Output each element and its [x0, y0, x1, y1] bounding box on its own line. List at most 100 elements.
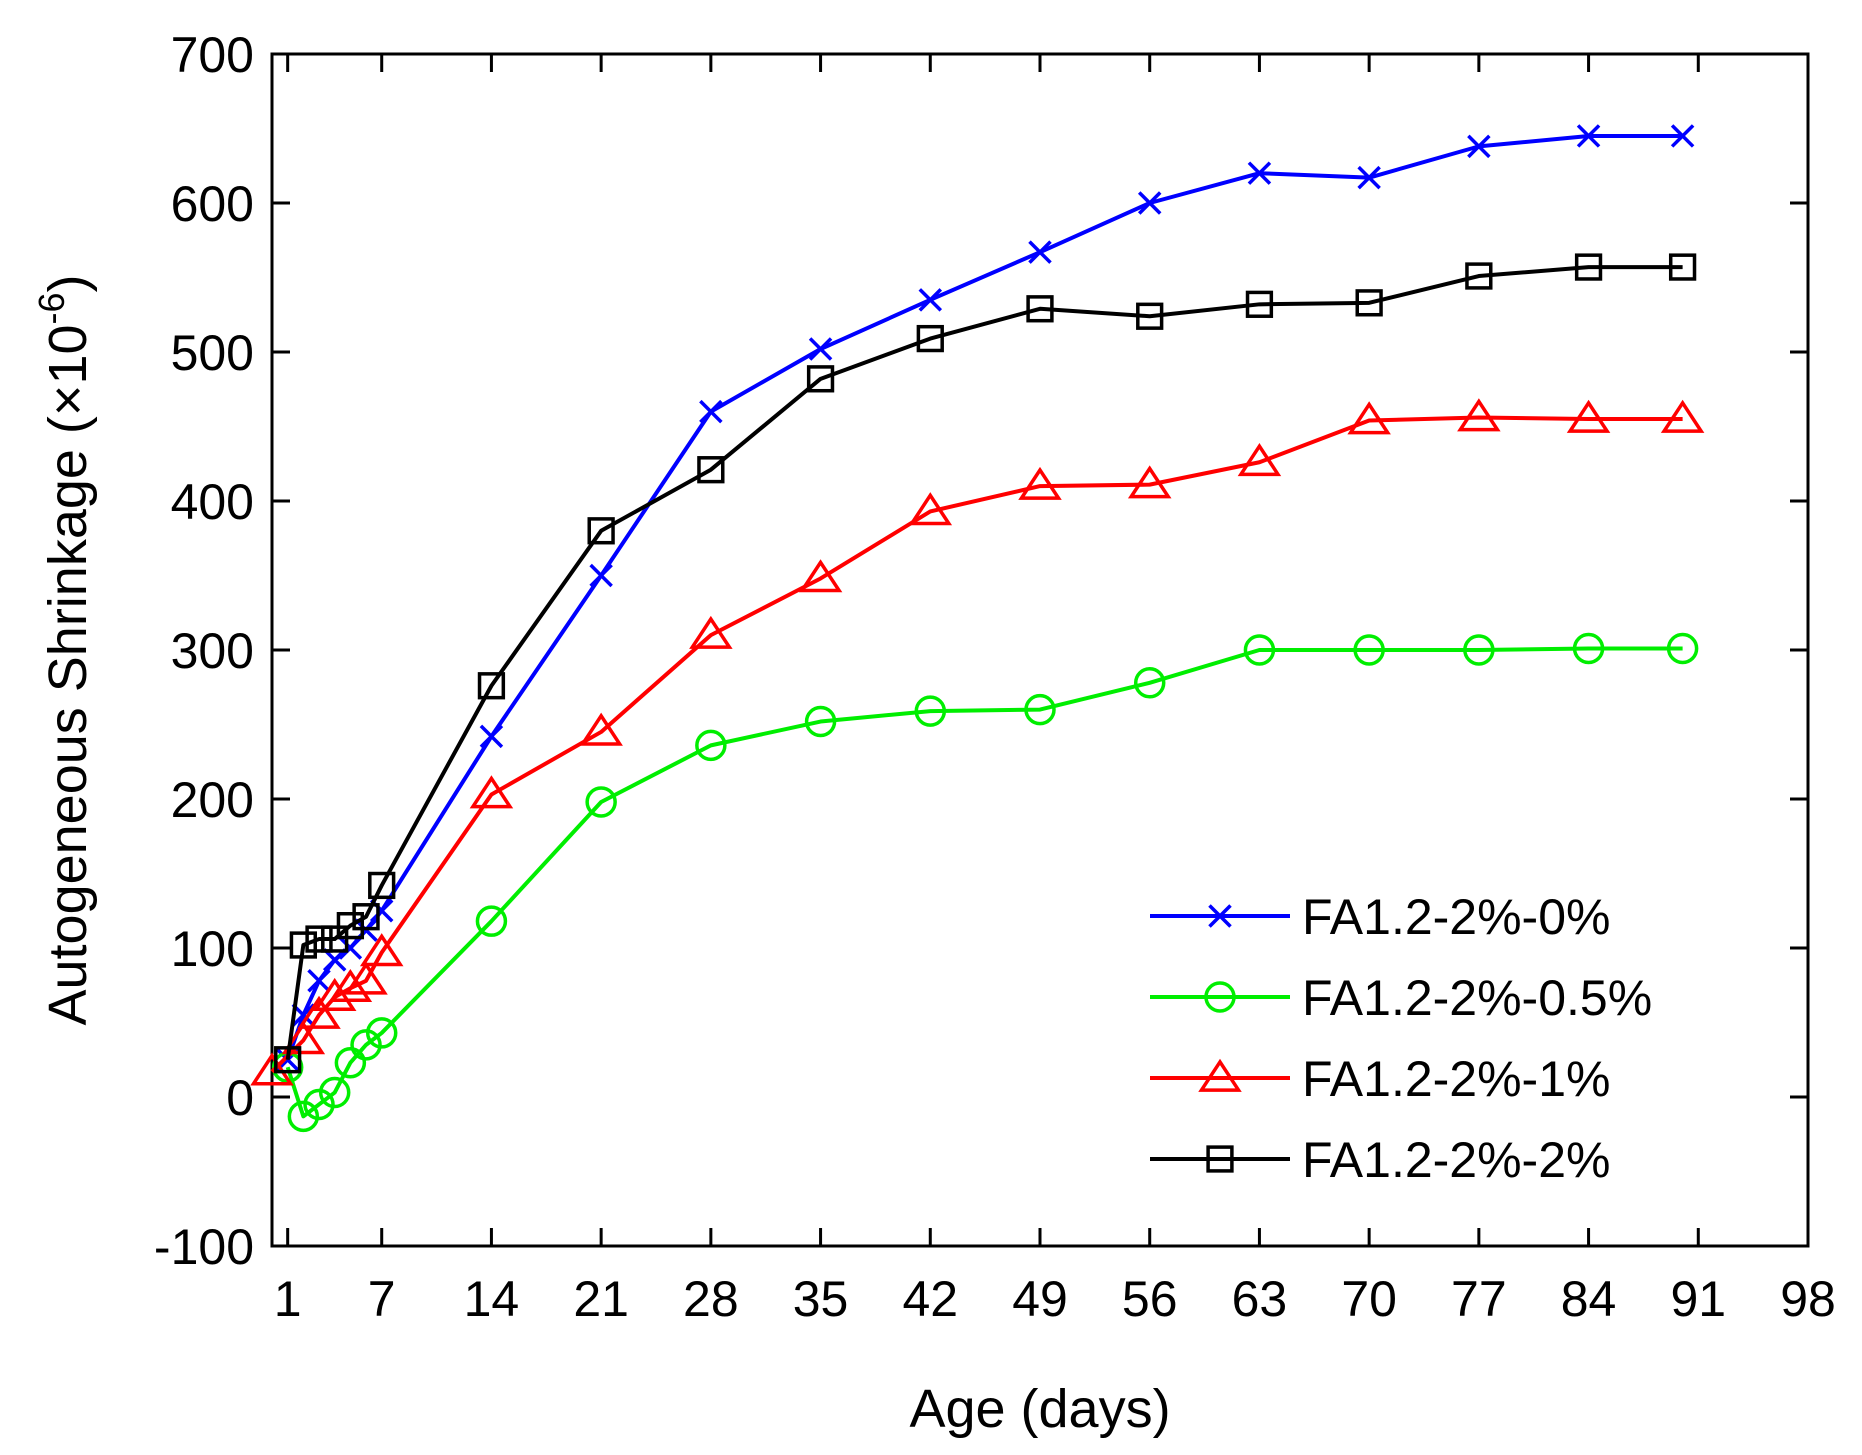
data-point-circle-marker: [1243, 634, 1276, 666]
series-3: [274, 253, 1697, 1074]
x-tick-label: 21: [573, 1271, 629, 1327]
series-line: [285, 646, 1683, 1119]
data-point-circle-marker: [1463, 634, 1495, 666]
data-point-square-marker: [305, 925, 333, 953]
data-point-triangle-marker: [1660, 399, 1705, 433]
data-point-x-marker: [1467, 134, 1491, 159]
data-point-circle-marker: [318, 1076, 351, 1109]
y-axis-title: Autogeneous Shrinkage (×10-6): [31, 274, 98, 1025]
x-tick-label: 1: [274, 1271, 302, 1327]
data-point-triangle-marker: [689, 615, 733, 649]
data-point-circle-marker: [365, 1017, 398, 1049]
data-point-circle-marker: [334, 1046, 367, 1079]
data-point-circle-marker: [1133, 667, 1166, 699]
data-point-square-marker: [1245, 290, 1274, 318]
data-point-square-marker: [368, 871, 396, 900]
data-point-x-marker: [808, 337, 833, 361]
data-point-square-marker: [1465, 262, 1493, 290]
data-point-triangle-marker: [250, 1052, 294, 1086]
data-point-x-marker: [1137, 191, 1162, 215]
x-marker-stroke: [369, 899, 394, 923]
data-point-circle-marker: [475, 905, 508, 937]
x-axis-title: Age (days): [909, 1379, 1170, 1439]
x-marker-stroke: [1670, 124, 1695, 148]
data-point-circle-marker: [914, 695, 947, 727]
data-point-x-marker: [1670, 124, 1695, 148]
x-tick-label: 35: [793, 1271, 849, 1327]
x-tick-label: 49: [1012, 1271, 1068, 1327]
data-point-circle-marker: [1024, 693, 1056, 726]
x-tick-label: 84: [1561, 1271, 1617, 1327]
y-tick-label: 500: [171, 325, 254, 381]
data-point-triangle-marker: [297, 995, 341, 1029]
x-marker-stroke: [1467, 134, 1491, 159]
data-point-circle-marker: [1572, 632, 1605, 665]
data-point-triangle-marker: [281, 1021, 326, 1055]
data-point-square-marker: [1026, 295, 1054, 323]
y-tick-label: 100: [171, 921, 254, 977]
data-point-square-marker: [806, 365, 835, 393]
series-0: [275, 124, 1695, 1072]
data-point-triangle-marker: [328, 968, 373, 1003]
y-tick-label: 300: [171, 623, 254, 679]
data-point-x-marker: [1576, 124, 1601, 148]
series-line: [285, 265, 1683, 1061]
data-point-x-marker: [1028, 240, 1052, 264]
x-tick-label: 98: [1780, 1271, 1836, 1327]
y-tick-label: 400: [171, 474, 254, 530]
data-point-triangle-marker: [1457, 398, 1501, 432]
legend-label: FA1.2-2%-2%: [1302, 1132, 1610, 1188]
data-point-square-marker: [352, 903, 380, 931]
x-tick-label: 42: [902, 1271, 958, 1327]
data-point-square-marker: [697, 456, 725, 484]
data-point-triangle-marker: [359, 933, 404, 967]
x-tick-labels: 1 7 14 21 28 35 42 49 56 63 70 77 84 91 98: [274, 1271, 1836, 1327]
data-point-x-marker: [1357, 165, 1381, 190]
data-point-triangle-marker: [1237, 442, 1282, 477]
x-tick-label: 91: [1670, 1271, 1726, 1327]
x-marker-stroke: [322, 948, 347, 972]
y-tick-label: -100: [154, 1219, 254, 1275]
data-point-square-marker: [587, 517, 615, 545]
x-tick-label: 63: [1232, 1271, 1288, 1327]
y-tick-label: 600: [171, 176, 254, 232]
data-point-triangle-marker: [469, 775, 514, 809]
legend-item: FA1.2-2%-2%: [1150, 1132, 1610, 1188]
y-axis-title-close: ): [38, 274, 98, 292]
series-1: [271, 632, 1699, 1133]
x-marker-stroke: [1137, 191, 1162, 215]
data-point-circle-marker: [287, 1100, 320, 1133]
data-point-square-marker: [1206, 1145, 1234, 1173]
data-point-x-marker: [589, 563, 613, 588]
x-tick-label: 28: [683, 1271, 739, 1327]
x-tick-label: 7: [368, 1271, 396, 1327]
x-tick-label: 14: [464, 1271, 520, 1327]
x-marker-stroke: [479, 724, 504, 749]
data-point-square-marker: [1355, 289, 1383, 317]
data-point-x-marker: [479, 724, 504, 749]
data-point-x-marker: [699, 399, 723, 424]
x-marker-stroke: [307, 969, 331, 993]
data-point-circle-marker: [695, 729, 727, 762]
data-point-circle-marker: [804, 705, 837, 738]
data-point-circle-marker: [585, 786, 617, 818]
legend-item: FA1.2-2%-1%: [1150, 1051, 1610, 1107]
legend-item: FA1.2-2%-0%: [1150, 889, 1610, 945]
x-tick-label: 56: [1122, 1271, 1178, 1327]
x-tick-label: 70: [1341, 1271, 1397, 1327]
data-point-square-marker: [274, 1046, 302, 1074]
data-point-square-marker: [1668, 253, 1697, 281]
legend: FA1.2-2%-0% FA1.2-2%-0.5% FA1.2-2%-1% FA1.2…: [1150, 889, 1652, 1188]
x-marker-stroke: [1357, 165, 1381, 190]
axis-ticks: [272, 52, 1810, 1248]
y-tick-label: 200: [171, 772, 254, 828]
data-point-triangle-marker: [798, 559, 843, 593]
data-point-x-marker: [918, 288, 943, 312]
data-point-circle-marker: [1204, 981, 1236, 1013]
series-2: [250, 398, 1705, 1086]
y-axis-title-main: Autogeneous Shrinkage (×10: [38, 324, 98, 1025]
x-marker-stroke: [589, 563, 613, 588]
data-point-circle-marker: [350, 1029, 382, 1061]
data-point-x-marker: [1247, 161, 1272, 185]
